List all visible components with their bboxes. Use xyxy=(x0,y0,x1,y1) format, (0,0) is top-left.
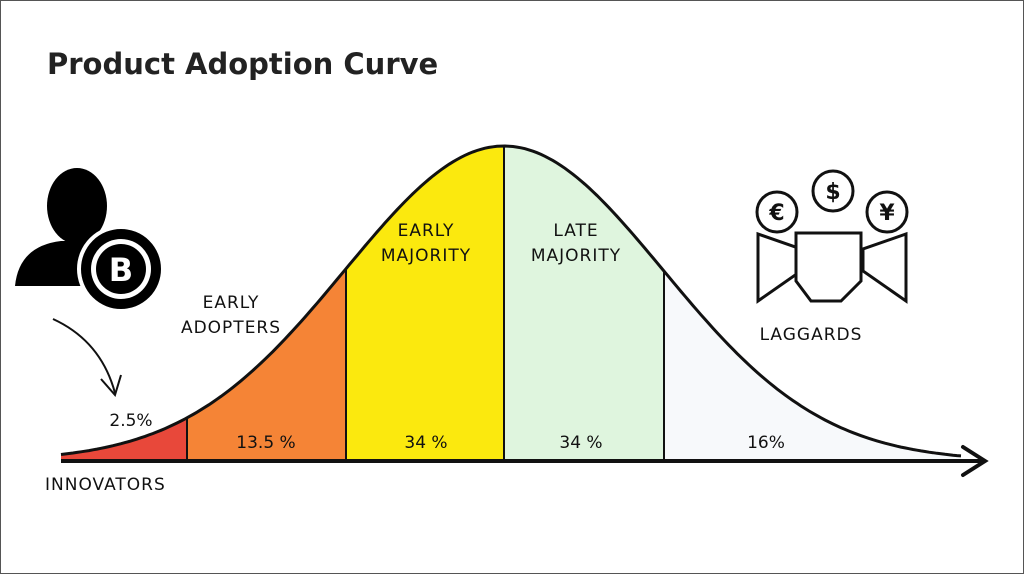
segment-share: 34 % xyxy=(404,433,448,453)
svg-text:€: € xyxy=(768,201,784,226)
segment-label: EARLY MAJORITY xyxy=(380,221,472,266)
currency-signs: € $ ¥ xyxy=(768,180,895,226)
title: Product Adoption Curve xyxy=(47,47,439,81)
axis-arrow xyxy=(961,445,989,477)
late-majority-region xyxy=(504,146,664,461)
money-icon xyxy=(755,169,909,304)
segment-share: 2.5% xyxy=(109,411,153,431)
svg-text:$: $ xyxy=(825,180,840,205)
dividers xyxy=(186,146,665,461)
segment-label: LAGGARDS xyxy=(759,325,863,345)
bell-curve xyxy=(60,144,962,458)
segment-share: 34 % xyxy=(559,433,603,453)
early-majority-region xyxy=(346,146,504,461)
svg-text:B: B xyxy=(109,251,133,289)
segment-label: INNOVATORS xyxy=(45,475,166,495)
early-adopters-region xyxy=(187,146,346,461)
investor-icon: B xyxy=(15,168,165,398)
segment-label: EARLY ADOPTERS xyxy=(180,293,282,338)
segment-share: 13.5 % xyxy=(236,433,296,453)
segment-share: 16% xyxy=(747,433,785,453)
segment-label: LATE MAJORITY xyxy=(530,221,622,266)
svg-text:¥: ¥ xyxy=(879,201,895,226)
